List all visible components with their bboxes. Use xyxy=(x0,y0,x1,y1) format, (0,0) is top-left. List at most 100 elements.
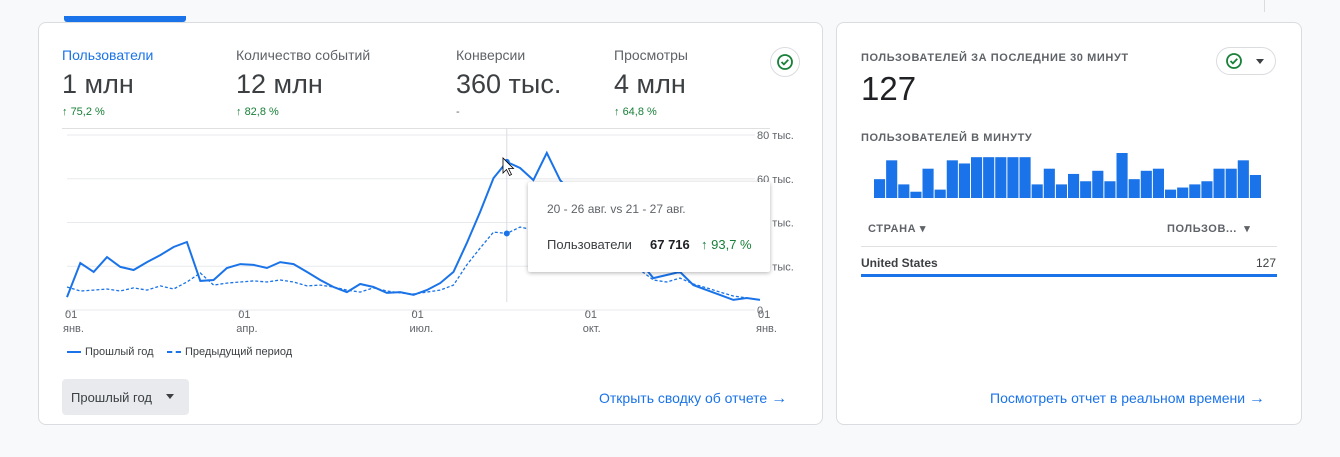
x-tick-label: 01 янв. xyxy=(756,309,777,335)
check-icon xyxy=(777,54,793,70)
x-tick-label-line: 01 xyxy=(238,309,250,321)
tooltip: 20 - 26 авг. vs 21 - 27 авг. Пользовател… xyxy=(528,182,770,272)
bar xyxy=(1043,168,1055,198)
metric-change: - xyxy=(456,106,460,118)
legend-swatch xyxy=(167,351,181,354)
report-link[interactable]: Открыть сводку об отчете → xyxy=(599,390,788,407)
legend-label: Прошлый год xyxy=(85,346,154,358)
metric-change: ↑ 75,2 % xyxy=(62,106,105,118)
report-link-text: Открыть сводку об отчете xyxy=(599,390,768,406)
table-header[interactable]: ПОЛЬЗОВ... ▾ xyxy=(1167,223,1251,235)
y-tick-label: 80 тыс. xyxy=(757,130,794,142)
bar xyxy=(1019,157,1031,198)
separator xyxy=(62,128,770,129)
bar xyxy=(946,160,958,198)
bar xyxy=(1165,189,1177,198)
x-tick-label-line: окт. xyxy=(583,323,601,335)
bar xyxy=(1225,168,1237,198)
metric-value: 360 тыс. xyxy=(456,69,562,99)
divider xyxy=(1264,0,1265,12)
metric-label: Просмотры xyxy=(614,47,688,63)
metric-label: Пользователи xyxy=(62,47,154,63)
bar xyxy=(1201,181,1213,198)
metric-change: ↑ 64,8 % xyxy=(614,106,657,118)
x-tick-label: 01 янв. xyxy=(63,309,84,335)
tooltip-metric: Пользователи xyxy=(547,237,632,252)
active-tab-indicator xyxy=(64,16,186,22)
x-tick-label-line: 01 xyxy=(585,309,597,321)
realtime-title: ПОЛЬЗОВАТЕЛЕЙ ЗА ПОСЛЕДНИЕ 30 МИНУТ xyxy=(861,52,1129,64)
bar xyxy=(971,157,983,198)
realtime-value: 127 xyxy=(861,70,917,107)
metric-change-value: 64,8 % xyxy=(622,106,657,118)
metric-value: 1 млн xyxy=(62,69,134,99)
hover-point xyxy=(503,230,510,237)
metric-change-value: 75,2 % xyxy=(70,106,105,118)
bar xyxy=(1140,170,1152,198)
table-header[interactable]: СТРАНА ▾ xyxy=(868,223,926,235)
bar xyxy=(1068,173,1080,198)
realtime-link[interactable]: Посмотреть отчет в реальном времени → xyxy=(990,390,1265,407)
x-tick-label-line: 01 xyxy=(758,309,770,321)
bar xyxy=(1237,160,1249,198)
bar xyxy=(886,160,898,198)
table-cell: 127 xyxy=(1255,256,1276,270)
bar xyxy=(1080,181,1092,198)
tooltip-change-value: 93,7 % xyxy=(711,237,752,252)
bar xyxy=(958,163,970,198)
tooltip-range: 20 - 26 авг. vs 21 - 27 авг. xyxy=(547,202,686,216)
realtime-status[interactable] xyxy=(1216,47,1276,75)
series-line xyxy=(66,226,761,301)
table-row-bar xyxy=(861,274,1277,277)
x-tick-label-line: янв. xyxy=(63,323,84,335)
period-button-label: Прошлый год xyxy=(71,390,153,405)
bar xyxy=(1092,170,1104,198)
x-tick-label-line: 01 xyxy=(65,309,77,321)
table-header-text: ПОЛЬЗОВ... xyxy=(1167,223,1237,235)
realtime-link-text: Посмотреть отчет в реальном времени xyxy=(990,390,1246,406)
x-tick-label: 01 окт. xyxy=(583,309,601,335)
metric-change-value: 82,8 % xyxy=(244,106,279,118)
metric-change: ↑ 82,8 % xyxy=(236,106,279,118)
bar xyxy=(983,157,995,198)
legend-swatch xyxy=(67,351,81,354)
period-button[interactable]: Прошлый год xyxy=(62,379,189,415)
bar xyxy=(898,184,910,198)
metric-label: Количество событий xyxy=(236,47,371,63)
tooltip-value: 67 716 xyxy=(650,237,690,252)
bar xyxy=(1007,157,1019,198)
x-tick-label-line: 01 xyxy=(412,309,424,321)
bar xyxy=(1249,174,1261,198)
legend-item[interactable]: Прошлый год xyxy=(67,346,154,358)
bar xyxy=(874,179,886,198)
legend-label: Предыдущий период xyxy=(185,346,293,358)
legend-item[interactable]: Предыдущий период xyxy=(167,346,292,358)
bar xyxy=(1189,184,1201,198)
table-rule xyxy=(861,246,1277,247)
bar xyxy=(1031,184,1043,198)
x-tick-label-line: апр. xyxy=(236,323,257,335)
bar xyxy=(1128,179,1140,198)
x-tick-label-line: янв. xyxy=(756,323,777,335)
status-icon[interactable] xyxy=(770,47,800,77)
table-cell: United States xyxy=(861,256,938,270)
bar xyxy=(1177,187,1189,198)
bar xyxy=(1055,184,1067,198)
check-dropdown-icon xyxy=(1226,53,1264,69)
bar xyxy=(910,191,922,198)
table-header-text: СТРАНА xyxy=(868,223,917,235)
x-tick-label: 01 июл. xyxy=(410,309,434,335)
bar xyxy=(1213,168,1225,198)
bar xyxy=(934,189,946,198)
x-tick-label: 01 апр. xyxy=(236,309,257,335)
dropdown-arrow xyxy=(166,394,174,399)
metric-value: 4 млн xyxy=(614,69,686,99)
bar xyxy=(1104,181,1116,198)
tooltip-change: ↑ 93,7 % xyxy=(701,237,752,252)
metric-label: Конверсии xyxy=(456,47,526,63)
bar xyxy=(922,168,934,198)
realtime-card xyxy=(836,22,1302,425)
bar xyxy=(1116,153,1128,198)
